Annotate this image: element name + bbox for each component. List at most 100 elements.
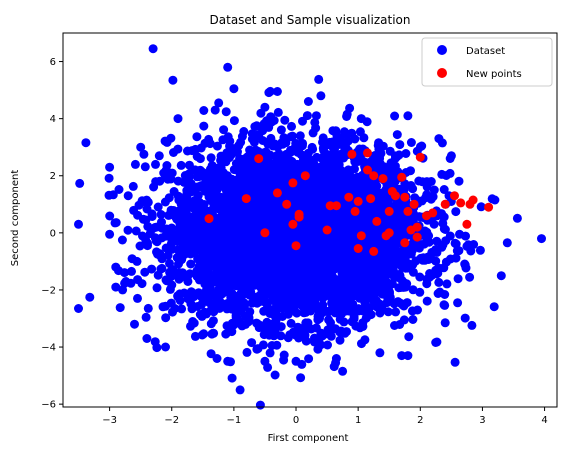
dataset-point	[141, 235, 151, 245]
dataset-point	[297, 223, 307, 233]
dataset-point	[252, 344, 262, 354]
dataset-point	[162, 161, 172, 170]
dataset-point	[376, 164, 386, 173]
dataset-point	[265, 86, 275, 96]
new-point	[384, 206, 394, 216]
dataset-point	[294, 298, 304, 307]
dataset-point	[331, 354, 341, 363]
dataset-point	[434, 277, 444, 287]
dataset-point	[210, 174, 220, 184]
new-point	[372, 216, 382, 226]
x-tick-label: 3	[479, 415, 485, 426]
dataset-point	[262, 317, 272, 327]
dataset-point	[323, 190, 332, 200]
new-point	[344, 192, 354, 202]
dataset-point	[198, 208, 208, 218]
dataset-point	[189, 182, 199, 192]
new-point	[356, 231, 366, 241]
dataset-point	[208, 328, 218, 338]
x-axis-label: First component	[268, 433, 349, 444]
dataset-point	[242, 230, 252, 240]
dataset-point	[188, 212, 197, 222]
dataset-point	[390, 321, 399, 330]
dataset-point	[114, 185, 124, 194]
dataset-point	[403, 351, 413, 361]
dataset-point	[222, 304, 232, 314]
dataset-point	[321, 214, 331, 224]
dataset-point	[346, 180, 356, 189]
dataset-point	[391, 231, 401, 241]
y-tick-label: 4	[50, 114, 56, 125]
dataset-point	[537, 234, 546, 244]
dataset-point	[325, 159, 335, 169]
x-tick-label: 2	[417, 415, 423, 426]
dataset-point	[326, 152, 336, 162]
new-point	[363, 148, 372, 158]
new-points-series	[204, 148, 494, 256]
dataset-point	[162, 276, 172, 286]
dataset-point	[408, 184, 418, 194]
dataset-point	[512, 213, 522, 223]
dataset-point	[369, 185, 379, 195]
dataset-point	[278, 281, 288, 291]
dataset-point	[432, 337, 442, 347]
dataset-point	[351, 321, 361, 331]
dataset-point	[439, 212, 449, 222]
dataset-point	[323, 340, 332, 350]
dataset-point	[81, 138, 91, 148]
dataset-point	[416, 240, 426, 249]
dataset-point	[173, 176, 183, 186]
dataset-point	[280, 215, 290, 225]
dataset-point	[475, 245, 485, 255]
dataset-point	[490, 195, 500, 205]
dataset-point	[250, 122, 260, 132]
dataset-point	[387, 161, 397, 171]
dataset-point	[130, 319, 139, 329]
dataset-point	[325, 137, 335, 147]
dataset-point	[345, 167, 355, 177]
new-point	[322, 225, 332, 235]
dataset-point	[349, 279, 359, 289]
dataset-point	[110, 218, 120, 228]
dataset-point	[303, 148, 313, 158]
dataset-point	[115, 303, 125, 313]
dataset-point	[255, 400, 265, 410]
dataset-point	[339, 317, 349, 327]
dataset-point	[357, 339, 366, 349]
dataset-point	[153, 270, 163, 280]
dataset-point	[417, 196, 427, 206]
dataset-point	[312, 152, 322, 162]
dataset-point	[330, 254, 339, 264]
dataset-point	[452, 246, 462, 256]
dataset-point	[305, 238, 315, 248]
y-tick-label: 0	[50, 228, 56, 239]
dataset-point	[227, 373, 237, 383]
dataset-point	[360, 297, 370, 307]
dataset-point	[403, 111, 413, 121]
dataset-point	[316, 328, 326, 338]
dataset-point	[229, 165, 239, 175]
dataset-point	[329, 362, 339, 372]
dataset-point	[314, 74, 324, 84]
dataset-point	[476, 202, 486, 212]
dataset-point	[152, 283, 162, 293]
dataset-point	[280, 256, 290, 266]
dataset-point	[211, 288, 221, 298]
new-point	[325, 201, 335, 211]
chart-title: Dataset and Sample visualization	[210, 13, 411, 27]
dataset-point	[161, 301, 170, 311]
dataset-point	[336, 152, 346, 162]
dataset-point	[323, 325, 333, 335]
dataset-point	[233, 239, 243, 249]
dataset-point	[246, 219, 256, 229]
dataset-point	[427, 271, 437, 281]
dataset-point	[143, 303, 153, 313]
dataset-point	[294, 333, 304, 343]
new-point	[456, 198, 466, 208]
dataset-point	[206, 168, 215, 178]
dataset-point	[166, 239, 176, 249]
dataset-point	[422, 190, 432, 200]
new-point	[353, 244, 363, 253]
dataset-point	[276, 302, 286, 312]
